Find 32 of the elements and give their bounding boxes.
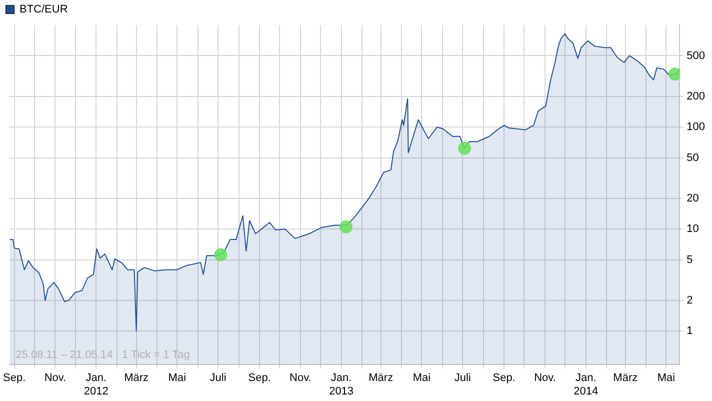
y-tick-label: 500: [686, 50, 706, 62]
x-tick-label: Jan. 2014: [574, 372, 598, 398]
x-tick-label: Mai: [657, 372, 676, 384]
x-tick-label: Juli: [454, 372, 471, 384]
x-tick-label: Mai: [412, 372, 431, 384]
y-tick-label: 50: [686, 152, 699, 164]
x-tick-label: Mai: [168, 372, 186, 384]
y-tick-label: 10: [686, 223, 699, 236]
x-tick-label: Jan. 2012: [84, 372, 108, 398]
point: [214, 248, 228, 262]
x-tick-label: Nov.: [534, 372, 556, 384]
x-tick-label: Nov.: [290, 372, 312, 384]
point: [458, 142, 472, 155]
y-tick-label: 200: [686, 90, 706, 102]
y-tick-label: 1: [686, 325, 693, 338]
x-tick-label: Sep.: [248, 372, 271, 384]
y-tick-label: 100: [686, 121, 706, 134]
x-tick-label: Nov.: [44, 372, 66, 384]
x-tick-label: Sep.: [492, 372, 516, 384]
x-tick-label: Juli: [210, 372, 226, 384]
y-tick-label: 2: [686, 294, 693, 306]
y-tick-label: 20: [686, 192, 699, 204]
x-tick-label: Sep.: [3, 372, 26, 384]
x-tick-label: Jan. 2013: [329, 372, 354, 398]
annotation: 25.08.11 – 21.05.14 1 Tick = 1 Tag: [16, 349, 190, 362]
x-tick-label: März: [368, 372, 394, 384]
legend-label: BTC/EUR: [20, 4, 68, 16]
x-tick-label: März: [613, 372, 638, 384]
y-tick-label: 5: [686, 254, 693, 266]
point: [340, 220, 352, 234]
x-tick-label: März: [124, 372, 149, 384]
point: [668, 68, 680, 81]
